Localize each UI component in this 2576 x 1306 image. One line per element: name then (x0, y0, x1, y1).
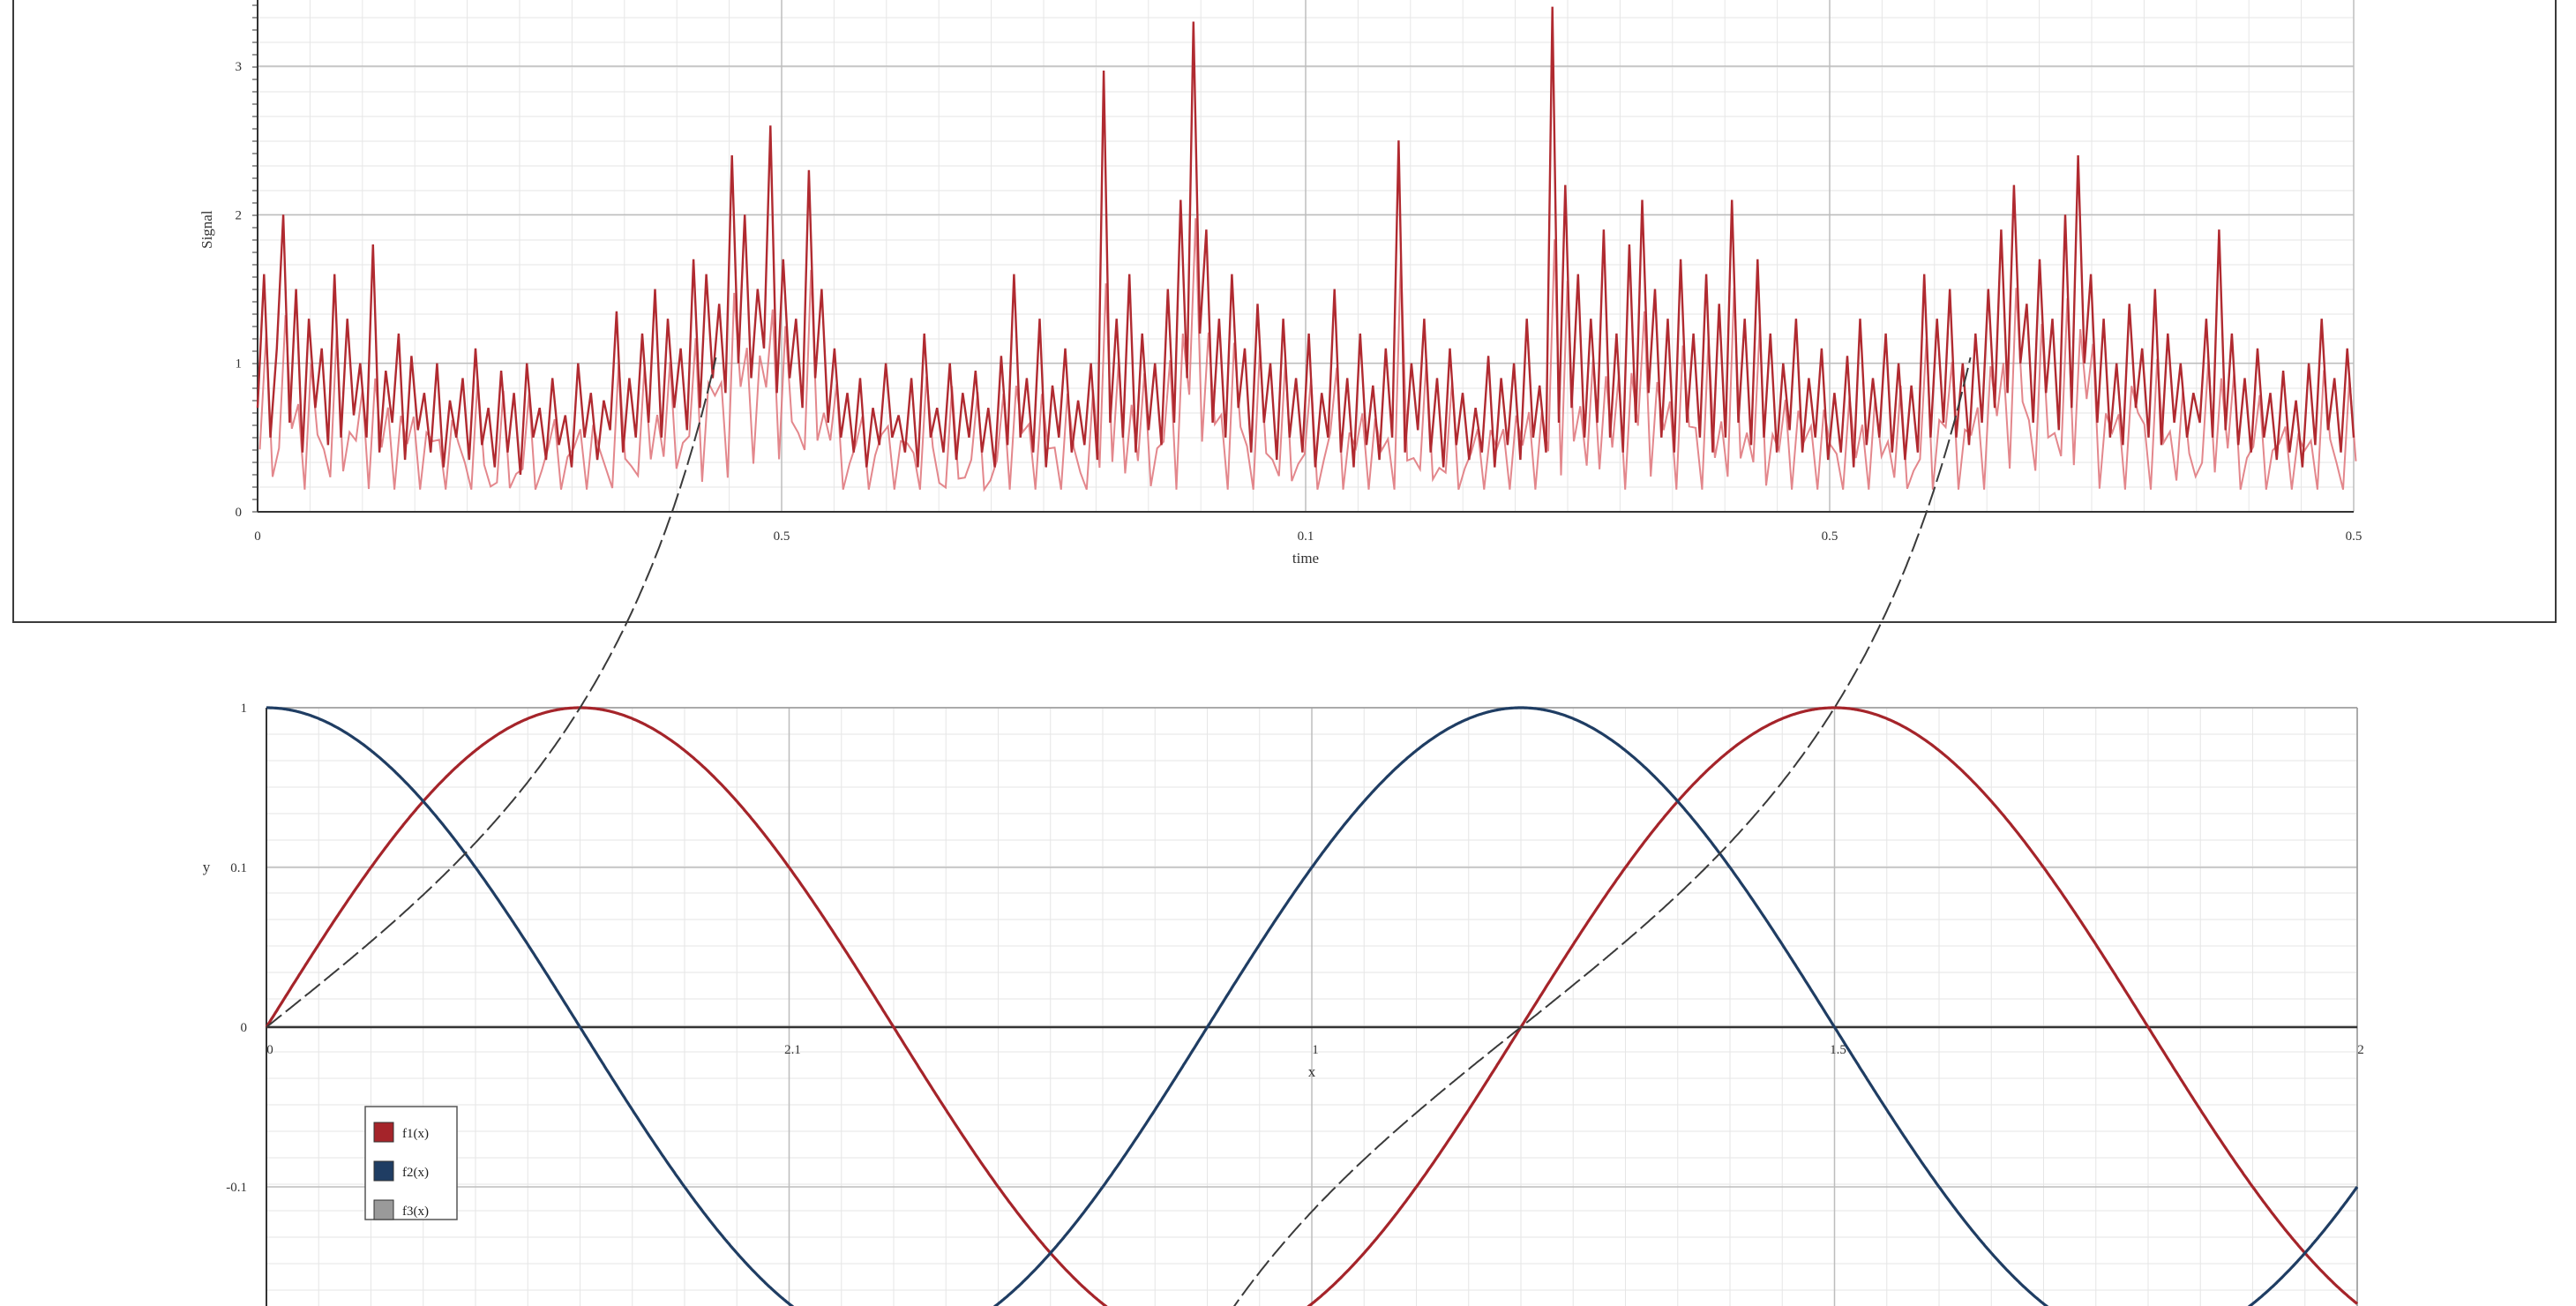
function-chart: 0 2.1 1 1.5 2 1 0.1 0 -0.1 x y f1(x) f2(x) f3(x) (203, 357, 2364, 1306)
legend-label: f3(x) (402, 1205, 429, 1219)
x-tick-label: 2 (2357, 1043, 2364, 1057)
x-axis-label: x (1308, 1063, 1316, 1080)
x-tick-label: 1 (1312, 1043, 1319, 1057)
y-tick-label: 1 (236, 357, 243, 372)
legend: f1(x) f2(x) f3(x) (364, 1106, 458, 1220)
x-axis-label: time (1292, 550, 1319, 567)
x-tick-label: 0.5 (2346, 529, 2363, 544)
y-tick-label: 0.1 (230, 861, 247, 875)
y-tick-label: 3 (236, 60, 243, 74)
x-tick-label: 0 (266, 1043, 273, 1057)
x-tick-label: 0.5 (1822, 529, 1838, 544)
y-tick-label: 2 (236, 208, 243, 222)
signal-chart: 0 0.5 0.1 0.5 0.5 0 1 2 3 time Signal (198, 0, 2362, 567)
y-tick-label: 0 (236, 506, 243, 520)
legend-label: f1(x) (402, 1127, 429, 1141)
series-line-sin (265, 706, 2358, 1306)
legend-label: f2(x) (402, 1166, 429, 1180)
signal-line (256, 6, 2355, 475)
x-tick-label: 1.5 (1830, 1043, 1846, 1057)
x-tick-label: 0.5 (774, 529, 790, 544)
y-axis-label: y (203, 859, 211, 875)
y-tick-label: 1 (241, 702, 248, 716)
series-line-cos (266, 706, 2359, 1306)
signal-line-shadow (258, 218, 2357, 492)
legend-swatch (373, 1199, 394, 1220)
legend-swatch (373, 1122, 394, 1143)
series-line-tan (266, 357, 1972, 1306)
y-tick-label: 0 (241, 1021, 248, 1035)
y-axis-label: Signal (198, 210, 215, 249)
y-tick-label: -0.1 (226, 1181, 247, 1195)
x-tick-label: 0.1 (1298, 529, 1314, 544)
top-chart-frame (12, 0, 2557, 623)
x-tick-label: 0 (254, 529, 261, 544)
legend-swatch (373, 1160, 394, 1182)
x-tick-label: 2.1 (784, 1043, 801, 1057)
